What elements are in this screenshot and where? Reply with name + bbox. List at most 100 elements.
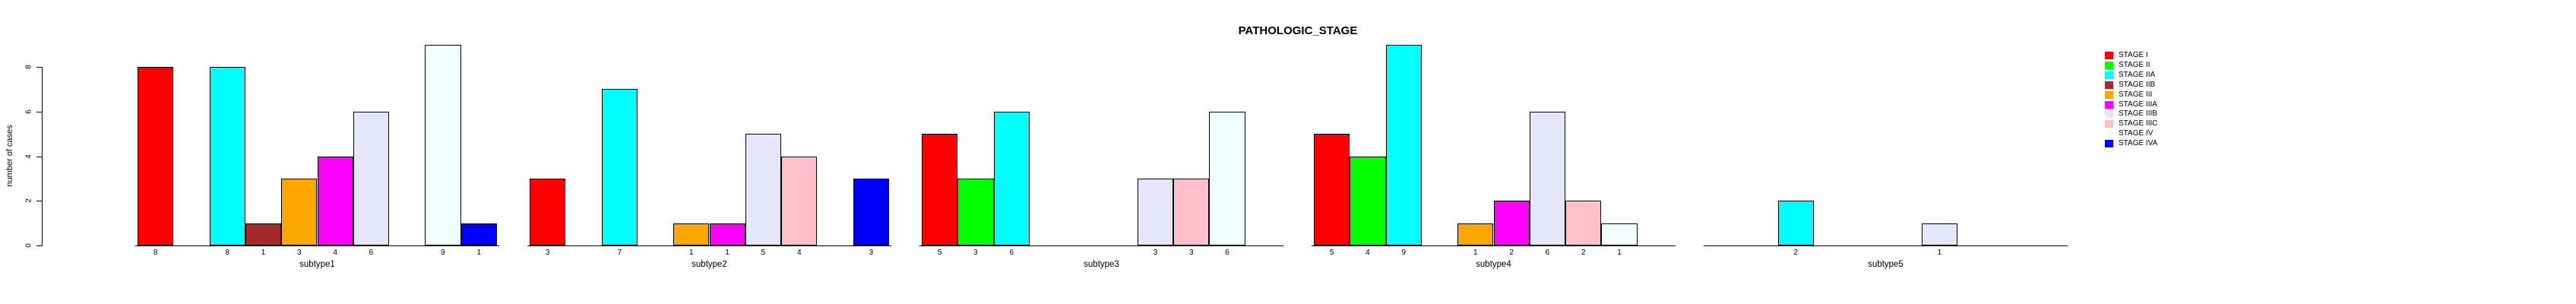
legend-swatch-stage-iiia — [2105, 100, 2113, 109]
bar-value-label: 8 — [153, 249, 158, 257]
legend-swatch-stage-iiib — [2105, 110, 2113, 119]
bar-stage-iiia-subtype4 — [1493, 201, 1530, 245]
x-axis-line-subtype3 — [919, 245, 1283, 246]
legend-label-stage-iii: STAGE III — [2119, 90, 2153, 99]
bar-stage-iia-subtype3 — [993, 111, 1030, 245]
bar-value-label: 5 — [761, 249, 766, 257]
bar-value-label: 4 — [1366, 249, 1370, 257]
y-tick-label: 6 — [24, 109, 33, 114]
bar-stage-i-subtype3 — [922, 134, 958, 245]
bar-stage-iib-subtype1 — [245, 223, 282, 245]
bar-stage-iii-subtype1 — [281, 178, 318, 245]
bar-stage-iiib-subtype5 — [1921, 223, 1958, 245]
x-group-label-subtype3: subtype3 — [1084, 260, 1119, 269]
legend-swatch-stage-iiic — [2105, 120, 2113, 128]
bar-value-label: 4 — [333, 249, 337, 257]
x-group-label-subtype2: subtype2 — [691, 260, 727, 269]
legend-swatch-stage-iii — [2105, 90, 2113, 99]
y-tick-label: 2 — [24, 198, 33, 204]
bar-value-label: 2 — [1509, 249, 1514, 257]
bar-stage-iv-subtype3 — [1209, 111, 1245, 245]
bar-stage-i-subtype4 — [1314, 134, 1350, 245]
bar-value-label: 1 — [725, 249, 729, 257]
bar-value-label: 1 — [476, 249, 482, 257]
bar-value-label: 3 — [869, 249, 874, 257]
bar-stage-iiia-subtype1 — [317, 156, 353, 245]
bar-stage-iva-subtype1 — [460, 223, 497, 245]
legend-label-stage-ii: STAGE II — [2119, 60, 2150, 69]
bar-stage-iiib-subtype2 — [745, 134, 782, 245]
bar-value-label: 6 — [1545, 249, 1550, 257]
bar-value-label: 7 — [617, 249, 622, 257]
bar-value-label: 2 — [1793, 249, 1799, 257]
bar-value-label: 3 — [297, 249, 302, 257]
legend-label-stage-iva: STAGE IVA — [2119, 139, 2158, 148]
legend-swatch-stage-iib — [2105, 81, 2113, 89]
bar-stage-iiib-subtype4 — [1529, 111, 1566, 245]
y-tick-mark — [36, 67, 42, 68]
bar-stage-iii-subtype4 — [1457, 223, 1494, 245]
bar-value-label: 6 — [1225, 249, 1229, 257]
bar-value-label: 3 — [545, 249, 550, 257]
bar-value-label: 4 — [796, 249, 802, 257]
bar-value-label: 3 — [1153, 249, 1158, 257]
chart-title: PATHOLOGIC_STAGE — [1238, 24, 1358, 37]
y-axis-line — [42, 67, 43, 246]
bar-value-label: 6 — [1009, 249, 1014, 257]
bar-value-label: 1 — [1617, 249, 1622, 257]
bar-value-label: 5 — [937, 249, 942, 257]
bar-stage-iia-subtype4 — [1385, 44, 1422, 245]
bar-stage-iv-subtype4 — [1601, 223, 1638, 245]
bar-stage-ii-subtype3 — [957, 178, 994, 245]
legend-label-stage-iiib: STAGE IIIB — [2119, 109, 2157, 119]
bar-value-label: 3 — [1188, 249, 1194, 257]
bar-stage-i-subtype1 — [138, 67, 174, 245]
bar-stage-iia-subtype5 — [1777, 201, 1814, 245]
bar-value-label: 1 — [689, 249, 694, 257]
bar-value-label: 1 — [261, 249, 266, 257]
y-tick-mark — [36, 245, 42, 246]
bar-value-label: 9 — [1401, 249, 1407, 257]
bar-stage-iiic-subtype3 — [1173, 178, 1210, 245]
bar-stage-iia-subtype2 — [601, 89, 638, 245]
x-axis-line-subtype2 — [527, 245, 891, 246]
bar-stage-iii-subtype2 — [673, 223, 710, 245]
bar-stage-iiib-subtype1 — [353, 111, 390, 245]
legend-swatch-stage-iv — [2105, 130, 2113, 138]
x-axis-line-subtype4 — [1312, 245, 1676, 246]
legend-swatch-stage-i — [2105, 52, 2113, 59]
bar-stage-iiia-subtype2 — [709, 223, 745, 245]
legend-label-stage-iv: STAGE IV — [2119, 129, 2154, 138]
bar-value-label: 6 — [369, 249, 374, 257]
legend-label-stage-iiia: STAGE IIIA — [2119, 100, 2157, 109]
bar-stage-i-subtype2 — [530, 178, 566, 245]
bar-value-label: 1 — [1473, 249, 1478, 257]
bar-value-label: 3 — [973, 249, 978, 257]
y-tick-label: 4 — [24, 154, 33, 159]
x-group-label-subtype1: subtype1 — [299, 260, 335, 269]
legend-label-stage-iia: STAGE IIA — [2119, 70, 2156, 79]
legend-swatch-stage-iva — [2105, 140, 2113, 148]
bar-stage-iiic-subtype4 — [1565, 201, 1602, 245]
legend-swatch-stage-ii — [2105, 61, 2113, 69]
legend-label-stage-iiic: STAGE IIIC — [2119, 119, 2158, 128]
bar-value-label: 9 — [441, 249, 445, 257]
x-group-label-subtype5: subtype5 — [1868, 260, 1904, 269]
legend-swatch-stage-iia — [2105, 71, 2113, 79]
bar-value-label: 8 — [225, 249, 230, 257]
bar-value-label: 2 — [1581, 249, 1586, 257]
bar-value-label: 5 — [1329, 249, 1334, 257]
y-tick-label: 0 — [24, 243, 33, 248]
bar-stage-iva-subtype2 — [853, 178, 889, 245]
bar-stage-iiic-subtype2 — [781, 156, 818, 245]
bar-stage-ii-subtype4 — [1350, 156, 1386, 245]
bar-stage-iv-subtype1 — [425, 44, 461, 245]
bar-stage-iia-subtype1 — [209, 67, 245, 245]
bar-stage-iiib-subtype3 — [1137, 178, 1174, 245]
bar-value-label: 1 — [1937, 249, 1942, 257]
legend-label-stage-i: STAGE I — [2119, 51, 2148, 59]
y-tick-label: 8 — [24, 65, 33, 69]
x-axis-line-subtype1 — [135, 245, 499, 246]
